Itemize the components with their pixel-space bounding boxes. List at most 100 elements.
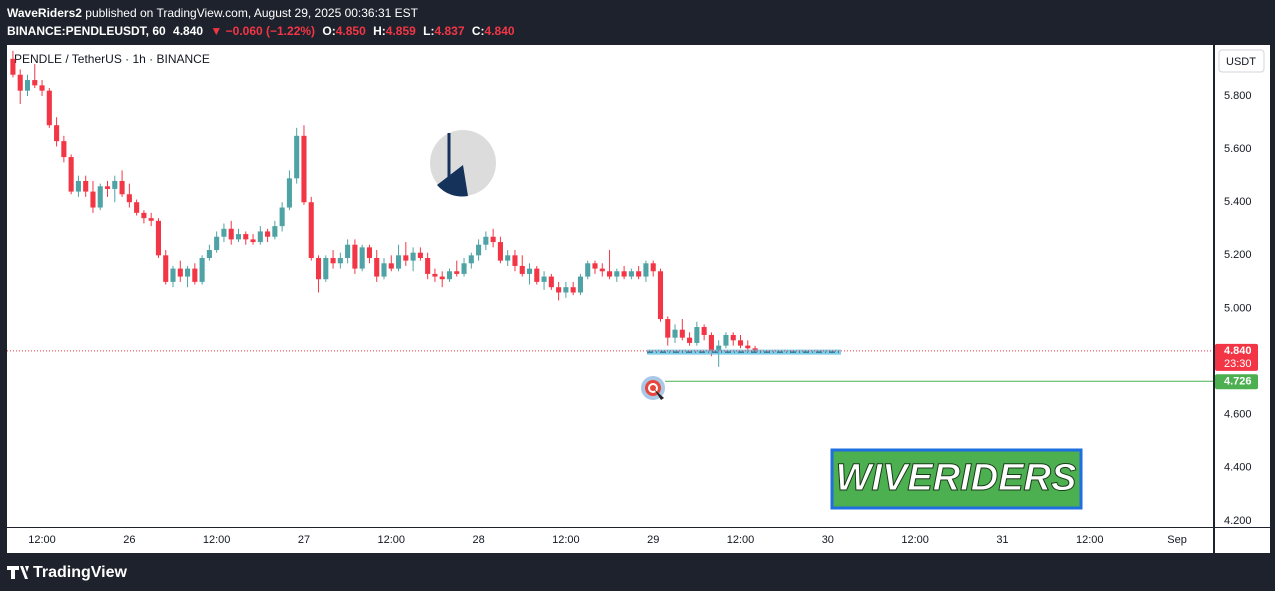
clock-sector — [437, 165, 468, 197]
y-tick-label: 5.000 — [1224, 302, 1252, 314]
countdown: 23:30 — [1224, 358, 1252, 370]
price-axis — [1215, 45, 1270, 527]
candle-body — [439, 276, 445, 280]
candle-body — [388, 263, 394, 269]
header: WaveRiders2 published on TradingView.com… — [7, 4, 519, 40]
candle-body — [577, 276, 583, 293]
x-tick-label: 31 — [996, 534, 1008, 546]
x-tick-label: 12:00 — [552, 534, 580, 546]
candle-body — [119, 180, 125, 195]
low: 4.837 — [434, 24, 465, 38]
candle-body — [745, 345, 751, 349]
y-tick-label: 5.600 — [1224, 143, 1252, 155]
x-tick-label: 12:00 — [727, 534, 755, 546]
close: 4.840 — [484, 24, 515, 38]
candle-body — [337, 257, 343, 264]
candle-body — [185, 268, 191, 277]
candle-body — [665, 319, 671, 338]
candle-body — [723, 334, 729, 346]
candle-body — [548, 276, 554, 288]
published: published on TradingView.com, August 29,… — [85, 6, 418, 20]
candle-body — [563, 287, 569, 293]
candle-body — [512, 255, 518, 266]
candle-body — [39, 85, 45, 91]
y-tick-label: 4.200 — [1224, 515, 1252, 527]
chart-title: PENDLE / TetherUS · 1h · BINANCE — [14, 52, 210, 66]
candle-body — [687, 337, 693, 343]
candle-body — [83, 180, 89, 192]
candle-body — [90, 191, 96, 208]
candle-body — [257, 231, 263, 243]
candle-body — [265, 231, 271, 237]
candle-body — [345, 244, 351, 258]
candle-body — [505, 255, 511, 261]
candle-body — [243, 234, 249, 240]
candle-body — [315, 257, 322, 280]
candle-body — [490, 236, 496, 243]
y-tick-label: 4.400 — [1224, 462, 1252, 474]
symbol: BINANCE:PENDLEUSDT, 60 — [7, 24, 166, 38]
candle-body — [374, 257, 380, 277]
high: 4.859 — [385, 24, 416, 38]
candle-body — [730, 334, 736, 341]
candle-body — [657, 271, 664, 320]
candle-body — [599, 268, 605, 272]
corner — [1215, 528, 1270, 553]
candle-body — [17, 74, 23, 91]
candle-body — [155, 220, 161, 256]
y-tick-label: 5.400 — [1224, 196, 1252, 208]
candle-body — [497, 242, 503, 261]
change: ▼ −0.060 (−1.22%) — [210, 24, 316, 38]
o-label: O: — [322, 24, 336, 38]
candle-body — [679, 329, 685, 338]
h-label: H: — [373, 24, 386, 38]
candle-body — [235, 234, 242, 240]
x-tick-label: 30 — [822, 534, 834, 546]
candle-body — [607, 271, 613, 277]
watermark: WIVERIDERS — [836, 457, 1077, 499]
x-tick-label: 26 — [123, 534, 135, 546]
candle-body — [432, 273, 438, 277]
candle-body — [476, 244, 482, 256]
publish-line: WaveRiders2 published on TradingView.com… — [7, 4, 519, 22]
quote-line: BINANCE:PENDLEUSDT, 60 4.840 ▼ −0.060 (−… — [7, 22, 519, 40]
y-tick-label: 5.800 — [1224, 90, 1252, 102]
candle-body — [737, 340, 744, 346]
candle-body — [628, 271, 634, 277]
candle-body — [68, 157, 74, 192]
candle-body — [570, 287, 576, 293]
candle-body — [708, 334, 714, 351]
candles — [10, 50, 758, 367]
candle-body — [221, 228, 227, 237]
x-tick-label: 29 — [647, 534, 659, 546]
candle-body — [483, 236, 489, 245]
candle-body — [541, 276, 547, 282]
candle-body — [694, 327, 700, 343]
candle-body — [272, 226, 278, 237]
candle-body — [621, 271, 627, 277]
target-label: 4.726 — [1224, 376, 1252, 388]
target-tag — [1215, 374, 1258, 390]
candle-body — [672, 329, 678, 338]
candle-body — [192, 268, 198, 282]
plot-area — [7, 45, 1213, 527]
x-tick-label: Sep — [1167, 534, 1187, 546]
candle-body — [126, 194, 132, 203]
brand-logo — [7, 566, 29, 579]
candle-body — [585, 263, 591, 277]
candle-body — [519, 265, 525, 274]
candle-body — [323, 257, 329, 280]
open: 4.850 — [335, 24, 366, 38]
candle-body — [134, 202, 140, 213]
candle-body — [294, 135, 300, 179]
candle-body — [286, 178, 292, 208]
candle-body — [359, 247, 365, 269]
candle-body — [330, 257, 336, 264]
candle-body — [614, 271, 620, 277]
candle-body — [643, 263, 649, 277]
candle-body — [10, 58, 16, 75]
candle-body — [228, 228, 234, 240]
candle-body — [381, 263, 387, 277]
